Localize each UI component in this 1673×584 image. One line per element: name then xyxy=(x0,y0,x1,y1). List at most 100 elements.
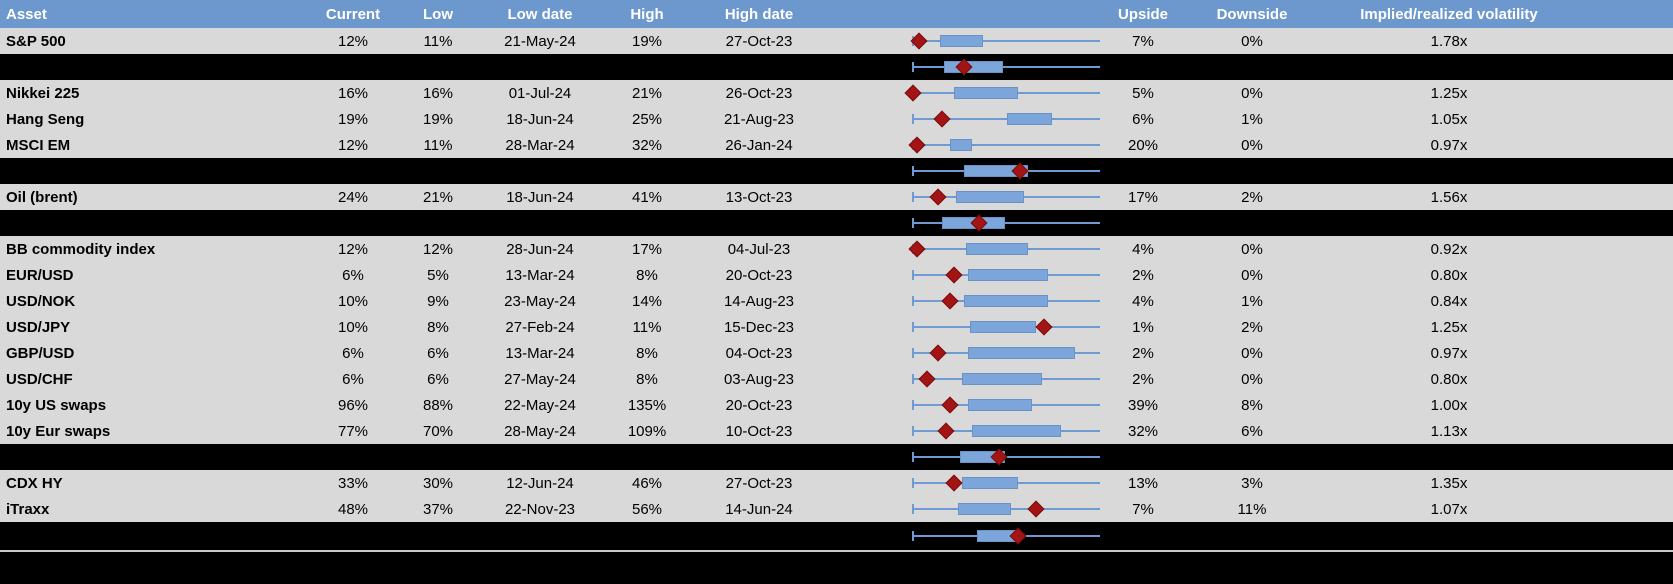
low-vol-cell: 30% xyxy=(422,474,454,492)
range-boxplot-cell xyxy=(834,184,1100,210)
asset-name-cell xyxy=(0,210,300,236)
high-date-cell: 04-Oct-23 xyxy=(725,344,793,362)
high-vol-cell: 8% xyxy=(636,344,658,362)
col-header-implied-realized-volatility: Implied/realized volatility xyxy=(1360,5,1538,23)
current-vol-cell: 33% xyxy=(337,474,369,492)
high-date-cell: 26-Oct-23 xyxy=(725,84,793,102)
whisker-min-tick xyxy=(912,114,914,124)
iqr-box xyxy=(956,191,1024,203)
table-row: 10y US swaps 96% 88% 22-May-24 135% 20-Oct-23… xyxy=(0,392,1673,418)
downside-cell: 1% xyxy=(1241,292,1263,310)
current-vol-cell: 48% xyxy=(337,500,369,518)
current-marker-diamond xyxy=(1035,318,1053,336)
iqr-box xyxy=(968,399,1032,411)
low-date-cell: 13-Mar-24 xyxy=(505,344,575,362)
current-vol-cell xyxy=(300,522,406,550)
iqr-box xyxy=(962,373,1043,385)
row-spacer xyxy=(1580,470,1673,496)
upside-cell: 39% xyxy=(1127,396,1159,414)
high-vol-cell: 109% xyxy=(627,422,667,440)
downside-cell xyxy=(1186,522,1318,550)
implied-realized-cell: 0.97x xyxy=(1430,136,1468,154)
low-date-cell: 28-Mar-24 xyxy=(505,136,575,154)
table-row: BB commodity index 12% 12% 28-Jun-24 17% 04-J… xyxy=(0,236,1673,262)
bottom-divider-line xyxy=(0,550,1673,552)
upside-cell: 4% xyxy=(1132,240,1154,258)
high-date-cell xyxy=(684,54,834,80)
asset-name-cell: USD/CHF xyxy=(6,370,73,388)
current-marker-diamond xyxy=(941,292,959,310)
current-vol-cell: 12% xyxy=(337,136,369,154)
asset-name-cell xyxy=(0,158,300,184)
range-boxplot-cell xyxy=(834,80,1100,106)
asset-name-cell: EUR/USD xyxy=(6,266,74,284)
separator-row xyxy=(0,158,1673,184)
low-date-cell xyxy=(470,54,610,80)
low-date-cell: 13-Mar-24 xyxy=(505,266,575,284)
current-marker-diamond xyxy=(904,84,922,102)
range-boxplot-cell xyxy=(834,28,1100,54)
downside-cell xyxy=(1186,158,1318,184)
iqr-box xyxy=(939,35,983,47)
current-marker-diamond xyxy=(937,422,955,440)
current-vol-cell: 12% xyxy=(337,32,369,50)
col-header-high: High xyxy=(630,5,664,23)
high-date-cell: 20-Oct-23 xyxy=(725,266,793,284)
low-vol-cell xyxy=(406,54,470,80)
whisker-min-tick xyxy=(912,504,914,514)
current-marker-diamond xyxy=(918,370,936,388)
range-boxplot-cell xyxy=(834,236,1100,262)
iqr-box xyxy=(968,269,1049,281)
high-date-cell: 14-Jun-24 xyxy=(725,500,793,518)
implied-realized-cell: 1.05x xyxy=(1430,110,1468,128)
implied-realized-cell: 1.07x xyxy=(1430,500,1468,518)
low-vol-cell: 88% xyxy=(422,396,454,414)
whisker-line xyxy=(913,144,1100,146)
table-row: GBP/USD 6% 6% 13-Mar-24 8% 04-Oct-23 2% 0% 0.97x xyxy=(0,340,1673,366)
high-vol-cell: 8% xyxy=(636,370,658,388)
iqr-box xyxy=(968,347,1075,359)
range-boxplot-cell xyxy=(834,132,1100,158)
table-row: EUR/USD 6% 5% 13-Mar-24 8% 20-Oct-23 2% 0% 0.80x xyxy=(0,262,1673,288)
row-spacer xyxy=(1580,158,1673,184)
current-vol-cell: 10% xyxy=(337,292,369,310)
low-date-cell: 22-May-24 xyxy=(504,396,576,414)
row-spacer xyxy=(1580,522,1673,550)
range-boxplot-cell xyxy=(834,392,1100,418)
high-vol-cell: 56% xyxy=(631,500,663,518)
iqr-box xyxy=(970,321,1036,333)
range-boxplot-cell xyxy=(834,340,1100,366)
header-spacer xyxy=(1580,0,1673,28)
high-date-cell: 26-Jan-24 xyxy=(725,136,793,154)
col-header-downside: Downside xyxy=(1216,5,1288,23)
downside-cell: 0% xyxy=(1241,240,1263,258)
downside-cell: 3% xyxy=(1241,474,1263,492)
high-date-cell: 27-Oct-23 xyxy=(725,474,793,492)
whisker-min-tick xyxy=(912,62,914,72)
asset-name-cell: iTraxx xyxy=(6,500,50,518)
low-date-cell: 12-Jun-24 xyxy=(506,474,574,492)
whisker-min-tick xyxy=(912,270,914,280)
low-date-cell: 28-Jun-24 xyxy=(506,240,574,258)
downside-cell: 11% xyxy=(1237,500,1267,518)
current-marker-diamond xyxy=(929,344,947,362)
upside-cell: 7% xyxy=(1132,500,1154,518)
downside-cell xyxy=(1186,444,1318,470)
current-vol-cell xyxy=(300,158,406,184)
range-boxplot-cell xyxy=(834,262,1100,288)
low-vol-cell: 11% xyxy=(423,32,453,50)
table-row: Hang Seng 19% 19% 18-Jun-24 25% 21-Aug-23 6% 1%… xyxy=(0,106,1673,132)
low-vol-cell xyxy=(406,522,470,550)
high-vol-cell xyxy=(610,210,684,236)
current-marker-diamond xyxy=(945,474,963,492)
upside-cell xyxy=(1100,54,1186,80)
current-vol-cell: 10% xyxy=(337,318,369,336)
iqr-box xyxy=(943,61,1004,73)
low-vol-cell xyxy=(406,158,470,184)
upside-cell: 2% xyxy=(1132,370,1154,388)
implied-realized-cell xyxy=(1318,444,1580,470)
low-vol-cell: 6% xyxy=(427,344,449,362)
upside-cell: 17% xyxy=(1127,188,1159,206)
current-vol-cell: 96% xyxy=(337,396,369,414)
row-spacer xyxy=(1580,418,1673,444)
